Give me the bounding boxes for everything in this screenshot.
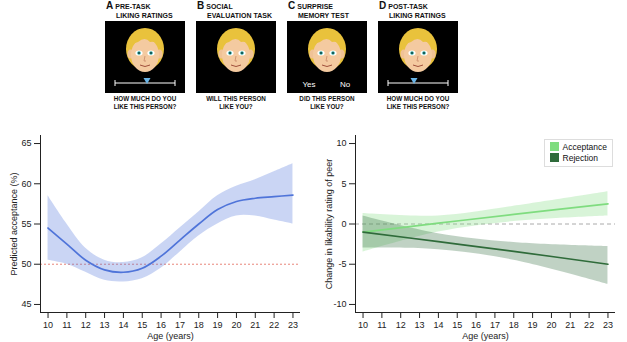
svg-text:5: 5 [341,179,346,189]
html-text:LIKE THIS PERSON?: LIKE THIS PERSON? [113,102,177,110]
svg-text:12: 12 [396,320,406,330]
svg-text:22: 22 [584,320,594,330]
svg-text:50: 50 [21,259,31,269]
html-text:LIKING RATINGS: LIKING RATINGS [389,11,446,19]
svg-text:18: 18 [194,320,204,330]
svg-text:65: 65 [21,138,31,148]
html-text:LIKE YOU?: LIKE YOU? [310,102,344,110]
svg-text:20: 20 [231,320,241,330]
svg-text:16: 16 [156,320,166,330]
html-text:HOW MUCH DO YOU: HOW MUCH DO YOU [113,95,177,102]
svg-text:18: 18 [509,320,519,330]
svg-text:23: 23 [603,320,613,330]
svg-text:15: 15 [137,320,147,330]
html-text:WILL THIS PERSON: WILL THIS PERSON [206,95,266,102]
svg-text:20: 20 [546,320,556,330]
svg-text:16: 16 [471,320,481,330]
svg-text:22: 22 [269,320,279,330]
svg-text:12: 12 [81,320,91,330]
svg-text:10: 10 [336,138,346,148]
svg-text:15: 15 [452,320,462,330]
svg-text:10: 10 [358,320,368,330]
html-text:DPOST-TASK: DPOST-TASK [379,0,428,11]
svg-text:Yes: Yes [302,80,315,89]
svg-text:19: 19 [528,320,538,330]
html-text:CSURPRISE: CSURPRISE [288,0,333,11]
svg-text:17: 17 [175,320,185,330]
svg-text:14: 14 [433,320,443,330]
svg-text:11: 11 [377,320,386,330]
html-text:LIKE YOU?: LIKE YOU? [219,102,253,110]
svg-text:No: No [340,80,351,89]
svg-text:23: 23 [288,320,298,330]
svg-text:13: 13 [415,320,425,330]
svg-text:17: 17 [490,320,500,330]
svg-text:21: 21 [250,320,260,330]
svg-text:-10: -10 [333,299,346,309]
html-text:MEMORY TEST: MEMORY TEST [298,11,349,19]
html-text:HOW MUCH DO YOU: HOW MUCH DO YOU [386,95,450,102]
svg-text:19: 19 [213,320,223,330]
svg-text:10: 10 [43,320,53,330]
html-text:Rejection: Rejection [562,153,598,163]
svg-text:13: 13 [100,320,110,330]
svg-text:11: 11 [62,320,71,330]
svg-text:Change in likability rating of: Change in likability rating of peer [324,159,334,290]
html-text:DID THIS PERSON: DID THIS PERSON [299,95,355,102]
svg-text:0: 0 [341,219,346,229]
html-text:LIKING RATINGS: LIKING RATINGS [116,11,173,19]
svg-text:14: 14 [118,320,128,330]
html-text:APRE-TASK: APRE-TASK [106,0,151,11]
svg-text:55: 55 [21,219,31,229]
html-text:Acceptance: Acceptance [562,142,607,152]
svg-text:Age (years): Age (years) [147,331,194,341]
html-text:EVALUATION TASK: EVALUATION TASK [207,11,272,19]
svg-text:Predicted acceptance (%): Predicted acceptance (%) [9,172,19,275]
html-text:BSOCIAL: BSOCIAL [197,0,233,11]
svg-text:21: 21 [565,320,575,330]
svg-text:-5: -5 [338,259,346,269]
html-text:LIKE THIS PERSON?: LIKE THIS PERSON? [386,102,450,110]
svg-text:60: 60 [21,179,31,189]
svg-text:45: 45 [21,299,31,309]
svg-text:Age (years): Age (years) [462,331,509,341]
